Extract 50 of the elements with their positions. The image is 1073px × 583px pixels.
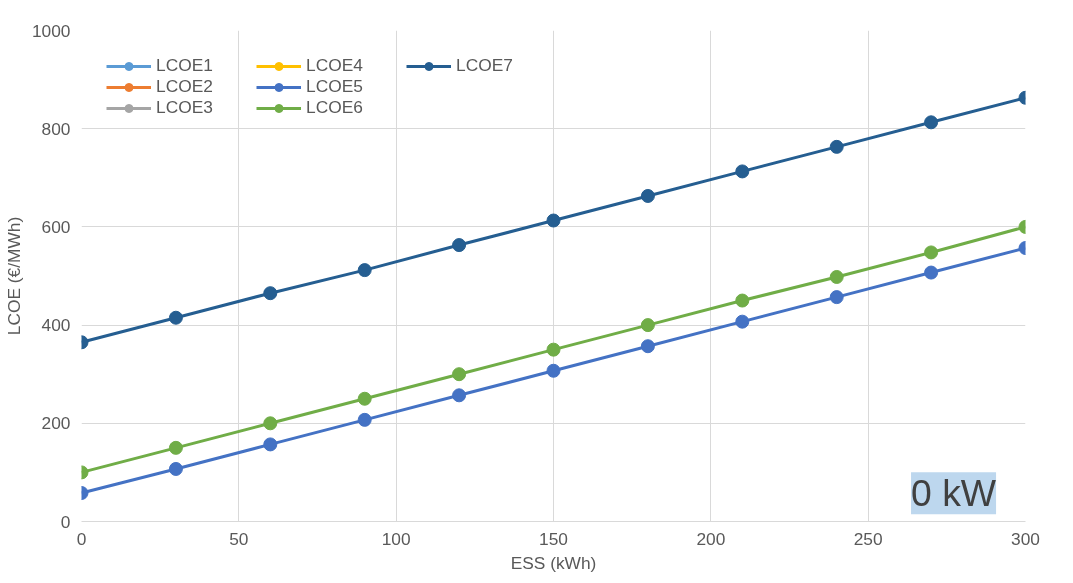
legend-label: LCOE2 bbox=[156, 76, 214, 97]
point bbox=[263, 286, 278, 301]
point bbox=[640, 318, 655, 333]
y-axis-title: LCOE (€/MWh) bbox=[3, 216, 24, 336]
point bbox=[452, 388, 467, 403]
x-tick-label: 250 bbox=[853, 528, 883, 549]
point bbox=[263, 416, 278, 431]
point bbox=[546, 363, 561, 378]
point bbox=[357, 412, 372, 427]
legend-label: LCOE3 bbox=[156, 97, 214, 118]
y-tick-label: 0 bbox=[60, 511, 71, 532]
point bbox=[546, 213, 561, 228]
point bbox=[829, 139, 844, 154]
legend-label: LCOE4 bbox=[306, 55, 364, 76]
point bbox=[735, 314, 750, 329]
x-tick-label: 300 bbox=[1011, 528, 1040, 549]
y-tick-label: 600 bbox=[41, 216, 71, 237]
point bbox=[924, 115, 939, 130]
y-tick-label: 200 bbox=[41, 413, 71, 434]
point bbox=[640, 188, 655, 203]
point bbox=[924, 245, 939, 260]
point bbox=[829, 290, 844, 305]
y-tick-label: 1000 bbox=[31, 20, 71, 41]
point bbox=[735, 293, 750, 308]
legend-label: LCOE1 bbox=[156, 55, 214, 76]
point bbox=[829, 269, 844, 284]
point bbox=[168, 310, 183, 325]
x-tick-label: 50 bbox=[229, 528, 249, 549]
x-tick-label: 100 bbox=[381, 528, 411, 549]
x-tick-label: 200 bbox=[696, 528, 726, 549]
legend-label: LCOE7 bbox=[456, 55, 514, 76]
x-tick-label: 0 bbox=[76, 528, 87, 549]
point bbox=[735, 164, 750, 179]
y-tick-label: 800 bbox=[41, 118, 71, 139]
point bbox=[452, 238, 467, 253]
x-tick-label: 150 bbox=[539, 528, 568, 549]
point bbox=[546, 342, 561, 357]
annotation: 0 kW bbox=[911, 472, 997, 515]
point bbox=[168, 440, 183, 455]
point bbox=[640, 339, 655, 354]
point bbox=[357, 263, 372, 278]
point bbox=[924, 265, 939, 280]
legend-label: LCOE5 bbox=[306, 76, 364, 97]
x-axis-title: ESS (kWh) bbox=[510, 552, 597, 573]
legend-label: LCOE6 bbox=[306, 97, 364, 118]
y-tick-label: 400 bbox=[41, 315, 71, 336]
point bbox=[452, 367, 467, 382]
point bbox=[168, 461, 183, 476]
point bbox=[263, 437, 278, 452]
point bbox=[357, 391, 372, 406]
